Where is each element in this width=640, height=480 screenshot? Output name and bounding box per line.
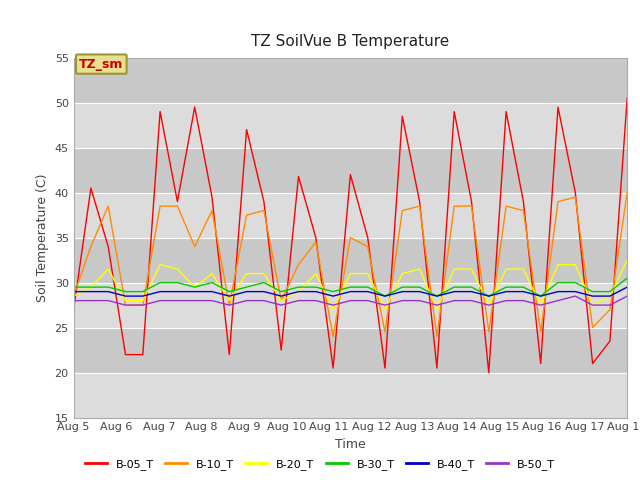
Bar	[74, 148, 627, 192]
Bar	[74, 238, 627, 283]
Bar	[74, 283, 627, 327]
Y-axis label: Soil Temperature (C): Soil Temperature (C)	[36, 173, 49, 302]
Legend: B-05_T, B-10_T, B-20_T, B-30_T, B-40_T, B-50_T: B-05_T, B-10_T, B-20_T, B-30_T, B-40_T, …	[80, 455, 560, 474]
Bar	[74, 192, 627, 238]
Bar	[74, 372, 627, 418]
X-axis label: Time: Time	[335, 438, 366, 451]
Text: TZ_sm: TZ_sm	[79, 58, 124, 71]
Title: TZ SoilVue B Temperature: TZ SoilVue B Temperature	[252, 35, 449, 49]
Bar	[74, 103, 627, 148]
Bar	[74, 327, 627, 372]
Bar	[74, 58, 627, 103]
